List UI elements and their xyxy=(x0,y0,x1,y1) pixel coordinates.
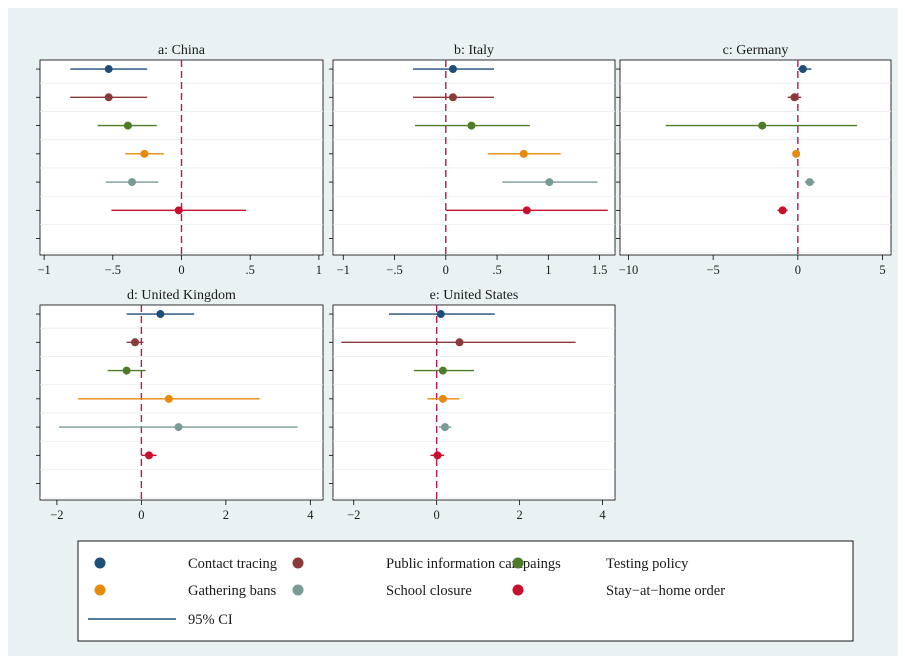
point-estimate xyxy=(174,206,183,215)
x-tick-label: 0 xyxy=(443,263,449,277)
point-estimate xyxy=(440,423,449,432)
point-estimate xyxy=(156,310,165,319)
point-estimate xyxy=(140,149,149,158)
x-tick-label: −2 xyxy=(347,508,360,522)
plot-area xyxy=(39,304,324,501)
x-tick-label: 4 xyxy=(307,508,314,522)
point-estimate xyxy=(522,206,531,215)
x-tick-label: .5 xyxy=(246,263,255,277)
x-tick-label: −1 xyxy=(37,263,50,277)
x-tick-label: 1.5 xyxy=(592,263,608,277)
legend-label: Public information campaings xyxy=(386,556,561,572)
panel-4: d: United Kingdom −2 0 2 4 xyxy=(36,288,324,522)
x-tick-label: −.5 xyxy=(386,263,402,277)
x-tick-label: 0 xyxy=(138,508,144,522)
x-tick-label: .5 xyxy=(492,263,501,277)
legend-label: Gathering bans xyxy=(188,583,277,599)
point-estimate xyxy=(436,310,445,319)
x-tick-label: 0 xyxy=(434,508,440,522)
x-tick-label: 1 xyxy=(545,263,551,277)
legend-marker xyxy=(512,584,524,596)
legend-label: Stay−at−home order xyxy=(606,583,725,599)
point-estimate xyxy=(433,451,442,460)
point-estimate xyxy=(128,178,137,187)
point-estimate xyxy=(144,451,153,460)
x-tick-label: −10 xyxy=(619,263,639,277)
point-estimate xyxy=(174,423,183,432)
x-tick-label: 4 xyxy=(599,508,606,522)
point-estimate xyxy=(104,93,113,102)
x-tick-label: 5 xyxy=(879,263,885,277)
panel-title: e: United States xyxy=(430,288,519,303)
point-estimate xyxy=(545,178,554,187)
plot-area xyxy=(332,304,616,501)
plot-area xyxy=(39,59,324,256)
plot-area xyxy=(332,59,616,256)
legend-marker xyxy=(94,557,106,569)
point-estimate xyxy=(790,93,799,102)
coefficient-plot: a: China −1 −.5 0 .5 1 b: Italy −1 −.5 0 .5 1 1.5 c: … xyxy=(36,43,892,642)
legend-marker xyxy=(292,584,304,596)
point-estimate xyxy=(805,178,814,187)
x-tick-label: 0 xyxy=(795,263,801,277)
point-estimate xyxy=(438,366,447,375)
point-estimate xyxy=(792,149,801,158)
point-estimate xyxy=(448,65,457,74)
point-estimate xyxy=(778,206,787,215)
legend-marker xyxy=(292,557,304,569)
panel-3: c: Germany −10 −5 0 5 xyxy=(616,43,892,277)
point-estimate xyxy=(467,121,476,130)
legend: Contact tracing Public information campai… xyxy=(77,540,854,642)
point-estimate xyxy=(131,338,140,347)
panel-title: b: Italy xyxy=(454,43,494,58)
legend-ci-label: 95% CI xyxy=(188,612,233,628)
x-tick-label: −5 xyxy=(707,263,720,277)
x-tick-label: −2 xyxy=(50,508,63,522)
point-estimate xyxy=(104,65,113,74)
point-estimate xyxy=(519,149,528,158)
panel-1: a: China −1 −.5 0 .5 1 xyxy=(36,43,324,277)
panel-5: e: United States −2 0 2 4 xyxy=(329,288,616,522)
x-tick-label: −.5 xyxy=(105,263,121,277)
figure: a: China −1 −.5 0 .5 1 b: Italy −1 −.5 0 .5 1 1.5 c: … xyxy=(8,8,898,656)
x-tick-label: −1 xyxy=(337,263,350,277)
legend-marker xyxy=(94,584,106,596)
point-estimate xyxy=(438,394,447,403)
x-tick-label: 1 xyxy=(316,263,322,277)
panel-2: b: Italy −1 −.5 0 .5 1 1.5 xyxy=(329,43,616,277)
legend-label: School closure xyxy=(386,583,472,599)
x-tick-label: 2 xyxy=(223,508,229,522)
panel-title: d: United Kingdom xyxy=(127,288,236,303)
point-estimate xyxy=(448,93,457,102)
point-estimate xyxy=(164,394,173,403)
point-estimate xyxy=(758,121,767,130)
point-estimate xyxy=(122,366,131,375)
plot-area xyxy=(619,59,892,256)
point-estimate xyxy=(455,338,464,347)
legend-marker xyxy=(512,557,524,569)
legend-box xyxy=(77,540,854,642)
point-estimate xyxy=(123,121,132,130)
x-tick-label: 0 xyxy=(178,263,184,277)
panel-title: c: Germany xyxy=(723,43,789,58)
legend-label: Testing policy xyxy=(606,556,689,572)
point-estimate xyxy=(798,65,807,74)
legend-label: Contact tracing xyxy=(188,556,277,572)
panel-title: a: China xyxy=(158,43,206,58)
x-tick-label: 2 xyxy=(516,508,522,522)
